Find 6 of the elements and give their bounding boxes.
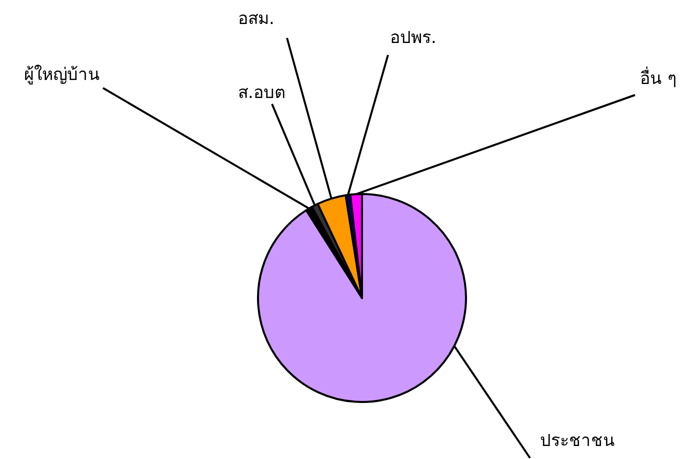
slice-label: อปพร. <box>390 28 436 48</box>
slice-label: ผู้ใหญ่บ้าน <box>24 64 100 85</box>
slice-label: อสม. <box>238 9 274 29</box>
slice-label: อื่น ๆ <box>640 66 676 89</box>
slice-label: ประชาชน <box>540 431 615 451</box>
slice-label: ส.อบต <box>238 83 286 103</box>
